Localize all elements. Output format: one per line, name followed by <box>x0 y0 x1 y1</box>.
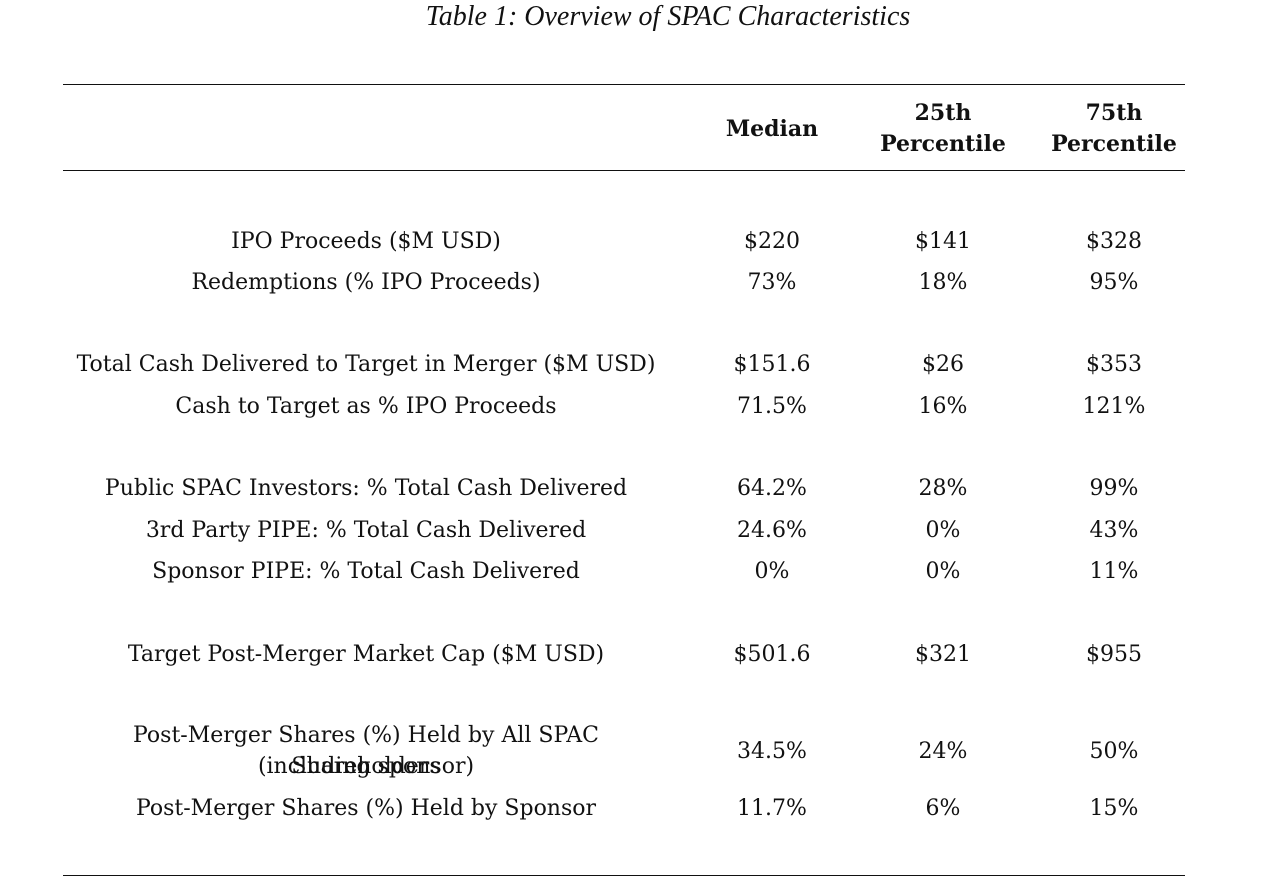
header-rule <box>63 170 1185 171</box>
cell-median: $220 <box>744 229 800 254</box>
row-label-shares-sponsor: Post-Merger Shares (%) Held by Sponsor <box>135 796 597 821</box>
cell-p75: 121% <box>1082 394 1146 419</box>
cell-p75: 43% <box>1089 518 1139 543</box>
cell-median: 0% <box>754 559 790 584</box>
header-median: Median <box>725 116 819 142</box>
row-label-third-party-pipe: 3rd Party PIPE: % Total Cash Delivered <box>145 518 587 543</box>
top-rule <box>63 84 1185 85</box>
cell-p25: $141 <box>915 229 971 254</box>
cell-p75: 95% <box>1089 270 1139 295</box>
row-label-cash-to-target: Cash to Target as % IPO Proceeds <box>175 394 557 419</box>
cell-median: 71.5% <box>737 394 807 419</box>
cell-p75: $353 <box>1086 352 1142 377</box>
cell-median: 34.5% <box>737 739 807 764</box>
row-label-sponsor-pipe: Sponsor PIPE: % Total Cash Delivered <box>152 559 580 584</box>
cell-median: $501.6 <box>733 642 811 667</box>
cell-p25: $26 <box>922 352 964 377</box>
row-label-ipo-proceeds: IPO Proceeds ($M USD) <box>231 229 501 254</box>
cell-median: 24.6% <box>737 518 807 543</box>
bottom-rule <box>63 875 1185 876</box>
cell-p25: 0% <box>925 518 961 543</box>
cell-p25: 16% <box>918 394 968 419</box>
row-label-shares-all-spac: Post-Merger Shares (%) Held by All SPAC … <box>133 723 599 779</box>
cell-median: 73% <box>747 270 797 295</box>
row-label-total-cash-delivered: Total Cash Delivered to Target in Merger… <box>76 352 656 377</box>
header-25th-line1: 25th <box>914 100 972 126</box>
header-75th-line1: 75th <box>1085 100 1143 126</box>
cell-median: 11.7% <box>737 796 807 821</box>
header-25th-line2: Percentile <box>880 131 1006 157</box>
cell-p25: 6% <box>925 796 961 821</box>
row-label-shares-all-spac-line2: (including sponsor) <box>257 754 475 779</box>
cell-p25: 0% <box>925 559 961 584</box>
cell-p75: 11% <box>1089 559 1139 584</box>
cell-p25: $321 <box>915 642 971 667</box>
row-label-redemptions: Redemptions (% IPO Proceeds) <box>191 270 541 295</box>
cell-p25: 24% <box>918 739 968 764</box>
cell-p75: 15% <box>1089 796 1139 821</box>
cell-median: $151.6 <box>733 352 811 377</box>
row-label-market-cap: Target Post-Merger Market Cap ($M USD) <box>127 642 605 667</box>
cell-p25: 28% <box>918 476 968 501</box>
table-caption: Table 1: Overview of SPAC Characteristic… <box>425 1 911 32</box>
cell-p75: 50% <box>1089 739 1139 764</box>
header-75th-line2: Percentile <box>1051 131 1177 157</box>
cell-p25: 18% <box>918 270 968 295</box>
row-label-public-spac-investors: Public SPAC Investors: % Total Cash Deli… <box>104 476 628 501</box>
cell-p75: 99% <box>1089 476 1139 501</box>
cell-p75: $328 <box>1086 229 1142 254</box>
cell-median: 64.2% <box>737 476 807 501</box>
cell-p75: $955 <box>1086 642 1142 667</box>
